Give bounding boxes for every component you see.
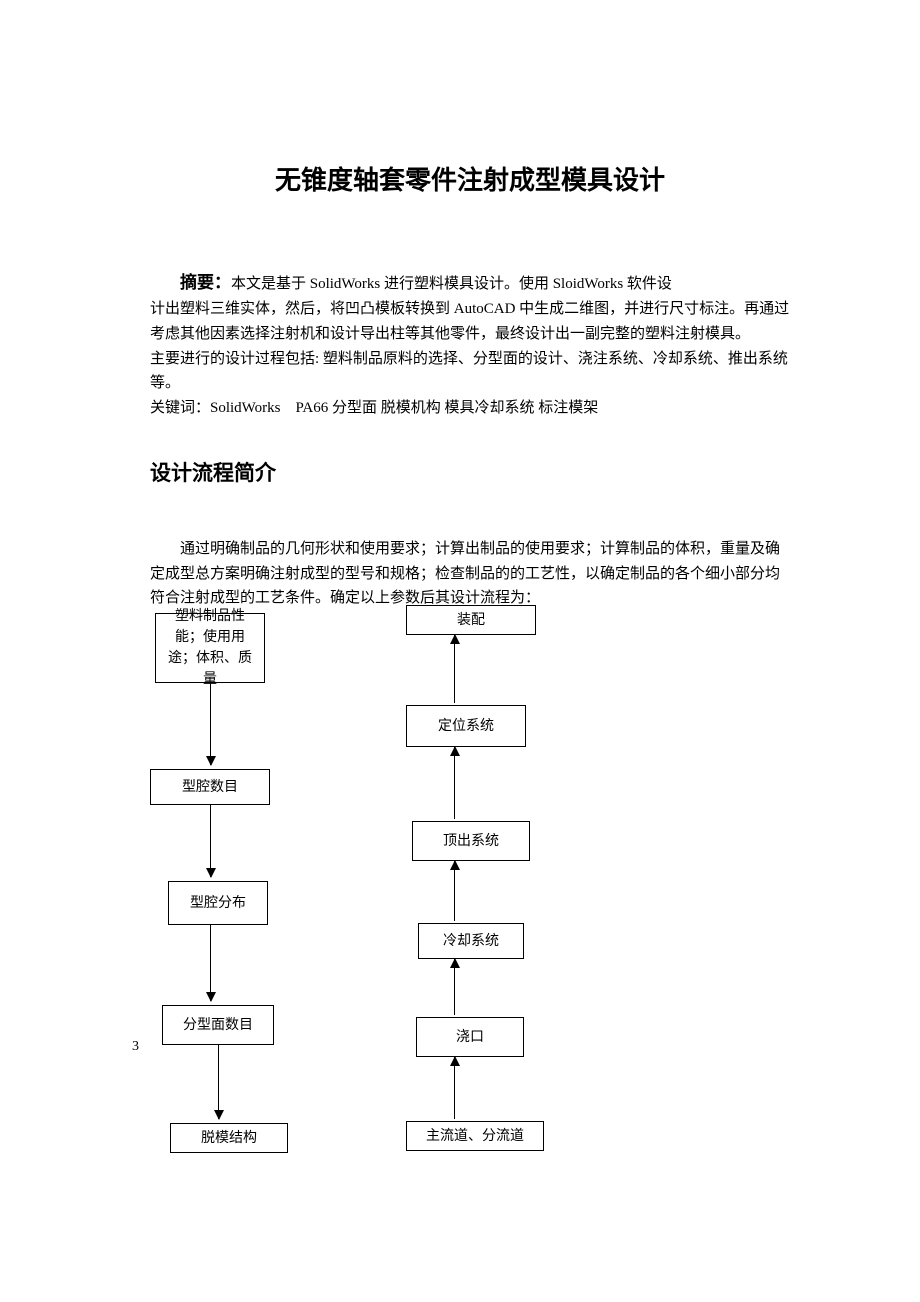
flow-node-right-3: 顶出系统 (412, 821, 530, 861)
flow-node-right-5: 浇口 (416, 1017, 524, 1057)
flow-node-left-1: 塑料制品性能；使用用途；体积、质量 (155, 613, 265, 683)
flow-node-right-1: 装配 (406, 605, 536, 635)
arrow-icon (218, 1045, 219, 1119)
page-number: 3 (132, 1039, 139, 1055)
flow-node-right-6: 主流道、分流道 (406, 1121, 544, 1151)
arrow-icon (454, 635, 455, 703)
arrow-icon (454, 1057, 455, 1119)
section-heading: 设计流程简介 (150, 457, 790, 487)
document-title: 无锥度轴套零件注射成型模具设计 (150, 160, 790, 197)
intro-paragraph: 通过明确制品的几何形状和使用要求；计算出制品的使用要求；计算制品的体积，重量及确… (150, 537, 790, 611)
flowchart: 塑料制品性能；使用用途；体积、质量 型腔数目 型腔分布 分型面数目 脱模结构 装… (150, 611, 790, 1251)
arrow-icon (210, 805, 211, 877)
abstract-para1-rest: 计出塑料三维实体，然后，将凹凸模板转换到 AutoCAD 中生成二维图，并进行尺… (150, 297, 790, 347)
abstract-p1-part1: 本文是基于 SolidWorks 进行塑料模具设计。使用 SloidWorks … (231, 276, 672, 292)
arrow-icon (454, 861, 455, 921)
arrow-icon (454, 747, 455, 819)
flow-node-right-2: 定位系统 (406, 705, 526, 747)
abstract-para1-line1: 摘要：本文是基于 SolidWorks 进行塑料模具设计。使用 SloidWor… (150, 269, 790, 297)
flow-node-left-2: 型腔数目 (150, 769, 270, 805)
arrow-icon (210, 925, 211, 1001)
flow-node-left-4: 分型面数目 (162, 1005, 274, 1045)
flow-node-right-4: 冷却系统 (418, 923, 524, 959)
abstract-block: 摘要：本文是基于 SolidWorks 进行塑料模具设计。使用 SloidWor… (150, 269, 790, 421)
abstract-para2: 主要进行的设计过程包括: 塑料制品原料的选择、分型面的设计、浇注系统、冷却系统、… (150, 347, 790, 397)
arrow-icon (210, 683, 211, 765)
abstract-keywords: 关键词：SolidWorks PA66 分型面 脱模机构 模具冷却系统 标注模架 (150, 396, 790, 421)
flow-node-left-3: 型腔分布 (168, 881, 268, 925)
arrow-icon (454, 959, 455, 1015)
abstract-label: 摘要： (180, 273, 231, 292)
flow-node-left-5: 脱模结构 (170, 1123, 288, 1153)
